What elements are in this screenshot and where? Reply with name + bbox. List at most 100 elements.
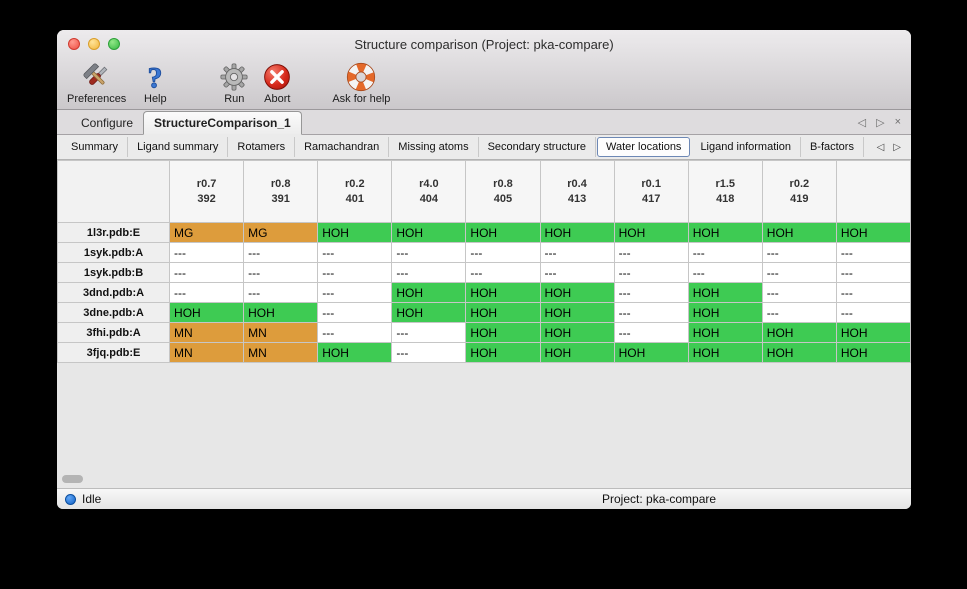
row-header-1syk-pdb-a[interactable]: 1syk.pdb:A <box>57 242 171 263</box>
table-cell[interactable]: HOH <box>465 282 541 303</box>
table-cell[interactable]: --- <box>465 242 541 263</box>
document-tab-structurecomparison-1[interactable]: StructureComparison_1 <box>143 111 302 135</box>
table-cell[interactable]: HOH <box>539 302 615 323</box>
row-header-1l3r-pdb-e[interactable]: 1l3r.pdb:E <box>57 222 171 243</box>
table-cell[interactable]: --- <box>613 322 689 343</box>
column-header-419[interactable]: r0.2 419 <box>761 160 837 223</box>
table-cell[interactable]: HOH <box>835 222 911 243</box>
table-cell[interactable]: --- <box>169 242 245 263</box>
column-header-clipped[interactable] <box>835 160 911 223</box>
table-cell[interactable]: HOH <box>687 302 763 323</box>
table-cell[interactable]: --- <box>539 242 615 263</box>
table-cell[interactable]: --- <box>243 282 319 303</box>
table-cell[interactable]: --- <box>317 282 393 303</box>
table-cell[interactable]: MN <box>243 322 319 343</box>
table-cell[interactable]: HOH <box>687 282 763 303</box>
column-header-413[interactable]: r0.4 413 <box>539 160 615 223</box>
table-cell[interactable]: HOH <box>539 342 615 363</box>
horizontal-scrollbar-thumb[interactable] <box>62 475 83 483</box>
preferences-button[interactable]: Preferences <box>67 62 126 105</box>
column-header-404[interactable]: r4.0 404 <box>391 160 467 223</box>
table-cell[interactable]: HOH <box>835 342 911 363</box>
table-cell[interactable]: --- <box>687 262 763 283</box>
table-cell[interactable]: HOH <box>613 342 689 363</box>
table-cell[interactable]: HOH <box>761 342 837 363</box>
table-cell[interactable]: MN <box>169 322 245 343</box>
table-cell[interactable]: HOH <box>169 302 245 323</box>
title-bar[interactable]: Structure comparison (Project: pka-compa… <box>57 30 911 58</box>
tab-water-locations[interactable]: Water locations <box>597 137 691 157</box>
tab-b-factors[interactable]: B-factors <box>801 137 864 157</box>
doc-tab-next-icon[interactable]: ▷ <box>876 116 885 129</box>
table-cell[interactable]: --- <box>391 342 467 363</box>
table-cell[interactable]: --- <box>613 262 689 283</box>
table-cell[interactable]: HOH <box>761 322 837 343</box>
table-cell[interactable]: HOH <box>539 222 615 243</box>
zoom-window-button[interactable] <box>108 38 120 50</box>
row-header-3fjq-pdb-e[interactable]: 3fjq.pdb:E <box>57 342 171 363</box>
doc-tab-prev-icon[interactable]: ◁ <box>857 116 867 129</box>
column-header-418[interactable]: r1.5 418 <box>687 160 763 223</box>
tab-ligand-summary[interactable]: Ligand summary <box>128 137 229 157</box>
column-header-392[interactable]: r0.7 392 <box>169 160 245 223</box>
table-cell[interactable]: MN <box>169 342 245 363</box>
row-header-3dne-pdb-a[interactable]: 3dne.pdb:A <box>57 302 171 323</box>
table-cell[interactable]: HOH <box>465 322 541 343</box>
table-cell[interactable]: --- <box>243 242 319 263</box>
table-cell[interactable]: --- <box>391 322 467 343</box>
table-cell[interactable]: --- <box>317 242 393 263</box>
column-header-401[interactable]: r0.2 401 <box>317 160 393 223</box>
table-cell[interactable]: HOH <box>465 342 541 363</box>
table-cell[interactable]: HOH <box>391 302 467 323</box>
column-header-417[interactable]: r0.1 417 <box>613 160 689 223</box>
table-cell[interactable]: HOH <box>391 222 467 243</box>
table-cell[interactable]: --- <box>835 302 911 323</box>
table-cell[interactable]: --- <box>761 302 837 323</box>
table-cell[interactable]: HOH <box>687 322 763 343</box>
table-cell[interactable]: --- <box>835 282 911 303</box>
table-cell[interactable]: HOH <box>613 222 689 243</box>
table-cell[interactable]: HOH <box>317 222 393 243</box>
help-button[interactable]: ? Help <box>140 62 170 105</box>
table-cell[interactable]: --- <box>539 262 615 283</box>
table-cell[interactable]: --- <box>761 242 837 263</box>
table-cell[interactable]: --- <box>391 262 467 283</box>
table-cell[interactable]: --- <box>761 282 837 303</box>
tab-ramachandran[interactable]: Ramachandran <box>295 137 390 157</box>
abort-button[interactable]: Abort <box>262 62 292 105</box>
table-cell[interactable]: --- <box>613 282 689 303</box>
table-cell[interactable]: --- <box>613 242 689 263</box>
table-cell[interactable]: HOH <box>317 342 393 363</box>
table-cell[interactable]: HOH <box>761 222 837 243</box>
row-header-3fhi-pdb-a[interactable]: 3fhi.pdb:A <box>57 322 171 343</box>
table-cell[interactable]: HOH <box>243 302 319 323</box>
table-cell[interactable]: --- <box>835 242 911 263</box>
table-cell[interactable]: --- <box>687 242 763 263</box>
minimize-window-button[interactable] <box>88 38 100 50</box>
table-cell[interactable]: HOH <box>687 342 763 363</box>
tab-ligand-information[interactable]: Ligand information <box>691 137 801 157</box>
run-button[interactable]: Run <box>220 62 248 105</box>
table-cell[interactable]: --- <box>465 262 541 283</box>
document-tab-configure[interactable]: Configure <box>81 116 134 130</box>
row-header-3dnd-pdb-a[interactable]: 3dnd.pdb:A <box>57 282 171 303</box>
table-cell[interactable]: --- <box>391 242 467 263</box>
table-cell[interactable]: HOH <box>391 282 467 303</box>
table-cell[interactable]: HOH <box>465 302 541 323</box>
table-cell[interactable]: HOH <box>539 322 615 343</box>
table-cell[interactable]: MG <box>243 222 319 243</box>
table-cell[interactable]: --- <box>317 262 393 283</box>
table-cell[interactable]: MG <box>169 222 245 243</box>
tab-summary[interactable]: Summary <box>62 137 129 157</box>
table-cell[interactable]: --- <box>169 282 245 303</box>
section-tab-prev-icon[interactable]: ◁ <box>876 141 885 153</box>
tab-secondary-structure[interactable]: Secondary structure <box>479 137 597 157</box>
doc-tab-close-icon[interactable]: × <box>894 115 901 128</box>
table-cell[interactable]: HOH <box>465 222 541 243</box>
table-cell[interactable]: --- <box>835 262 911 283</box>
table-cell[interactable]: HOH <box>687 222 763 243</box>
table-cell[interactable]: --- <box>613 302 689 323</box>
table-cell[interactable]: --- <box>317 302 393 323</box>
close-window-button[interactable] <box>68 38 80 50</box>
table-cell[interactable]: --- <box>169 262 245 283</box>
